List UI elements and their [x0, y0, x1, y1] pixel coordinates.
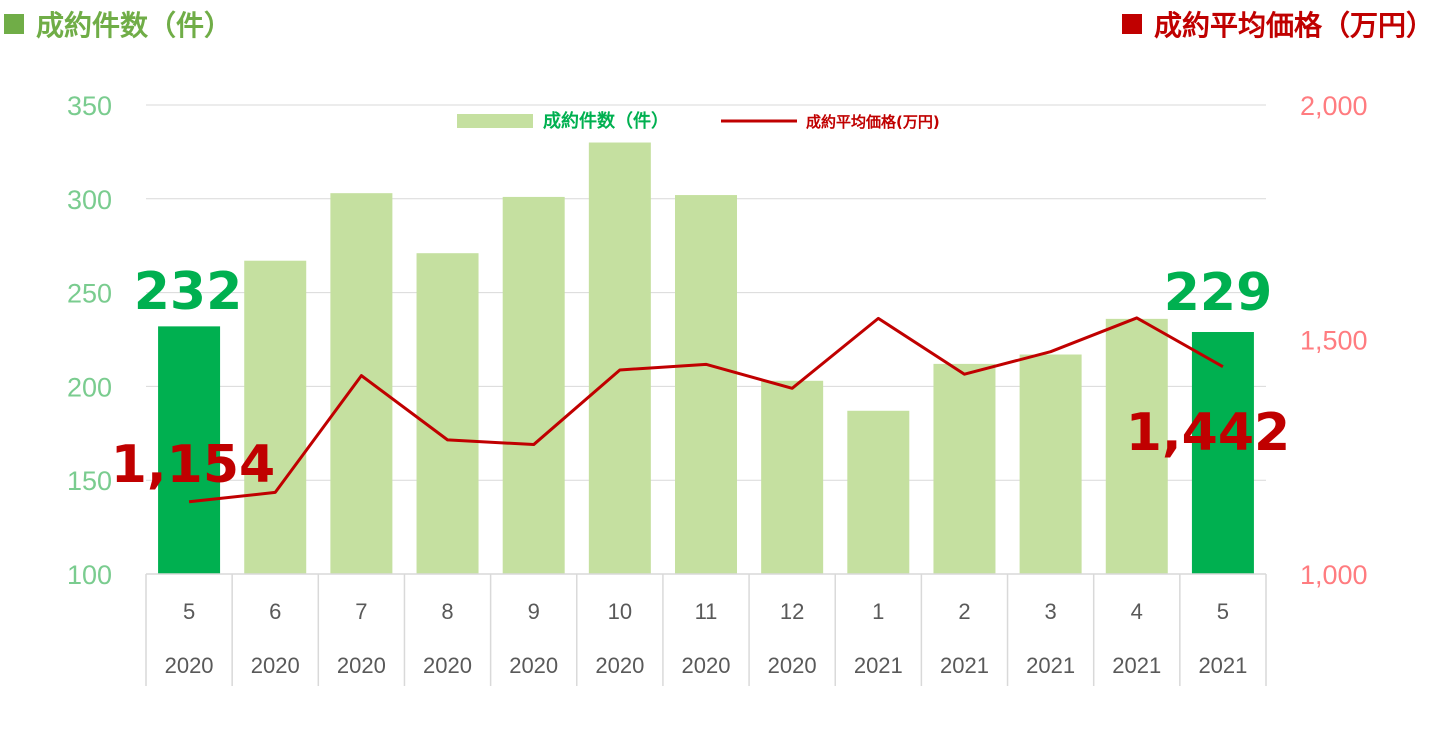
x-month-label: 3: [1044, 599, 1056, 624]
x-month-label: 12: [780, 599, 804, 624]
x-month-label: 5: [1217, 599, 1229, 624]
x-year-label: 2020: [682, 653, 731, 678]
x-month-label: 6: [269, 599, 281, 624]
bar: [1191, 331, 1254, 574]
right-axis-title: 成約平均価格（万円）: [1121, 4, 1434, 44]
bar: [1019, 354, 1082, 574]
right-y-axis: 1,000 1,500 2,000: [1300, 91, 1368, 590]
x-year-label: 2020: [165, 653, 214, 678]
x-month-label: 2: [958, 599, 970, 624]
left-y-tick-label: 100: [67, 560, 112, 590]
x-year-label: 2020: [251, 653, 300, 678]
x-month-label: 4: [1131, 599, 1143, 624]
bar: [244, 260, 307, 574]
left-axis-title: 成約件数（件）: [4, 4, 232, 44]
left-axis-title-text: 成約件数（件）: [36, 9, 233, 42]
left-y-tick-label: 200: [67, 372, 112, 402]
x-year-label: 2021: [854, 653, 903, 678]
bar: [158, 326, 221, 574]
bar: [330, 193, 393, 574]
right-legend-square: [1121, 14, 1142, 34]
x-year-label: 2021: [1026, 653, 1075, 678]
x-year-label: 2020: [595, 653, 644, 678]
x-month-label: 9: [528, 599, 540, 624]
line-series: [188, 316, 1224, 504]
data-label-callout: 232: [134, 262, 243, 322]
x-year-label: 2021: [1198, 653, 1247, 678]
x-month-label: 1: [872, 599, 884, 624]
x-month-label: 8: [441, 599, 453, 624]
x-month-label: 11: [695, 599, 718, 624]
legend-bar-swatch: [457, 114, 533, 128]
x-axis: 5202062020720208202092020102020112020122…: [145, 573, 1267, 686]
right-y-tick-label: 1,500: [1300, 326, 1368, 356]
data-callouts: 232 229 1,154 1,442: [111, 262, 1290, 495]
legend-line-label: 成約平均価格(万円): [806, 113, 940, 131]
x-year-label: 2021: [1112, 653, 1161, 678]
bar: [502, 196, 565, 574]
x-year-label: 2020: [768, 653, 817, 678]
data-label-callout: 1,442: [1126, 403, 1290, 463]
bar: [675, 195, 737, 574]
bar: [1105, 318, 1168, 574]
bar-series: [158, 142, 1254, 575]
legend: 成約件数（件） 成約平均価格(万円): [457, 110, 940, 132]
left-legend-square: [4, 14, 24, 34]
left-y-tick-label: 150: [67, 466, 112, 496]
x-year-label: 2020: [337, 653, 386, 678]
bar: [761, 380, 824, 574]
left-y-tick-label: 350: [67, 91, 112, 121]
x-year-label: 2021: [940, 653, 989, 678]
left-y-axis: 100 150 200 250 300 350: [67, 91, 112, 590]
left-y-tick-label: 250: [67, 279, 112, 309]
x-month-label: 10: [608, 599, 632, 624]
right-y-tick-label: 1,000: [1300, 560, 1368, 590]
bar: [847, 410, 910, 574]
bar: [416, 253, 479, 575]
data-label-callout: 1,154: [111, 435, 275, 495]
x-month-label: 7: [355, 599, 367, 624]
right-axis-title-text: 成約平均価格（万円）: [1153, 9, 1434, 42]
bar: [933, 363, 996, 574]
x-year-label: 2020: [509, 653, 558, 678]
bar: [588, 142, 651, 574]
left-y-tick-label: 300: [67, 185, 112, 215]
price-line: [188, 316, 1224, 504]
legend-bar-label: 成約件数（件）: [543, 110, 669, 132]
x-year-label: 2020: [423, 653, 472, 678]
right-y-tick-label: 2,000: [1300, 91, 1368, 121]
data-label-callout: 229: [1164, 263, 1273, 323]
x-month-label: 5: [183, 599, 195, 624]
